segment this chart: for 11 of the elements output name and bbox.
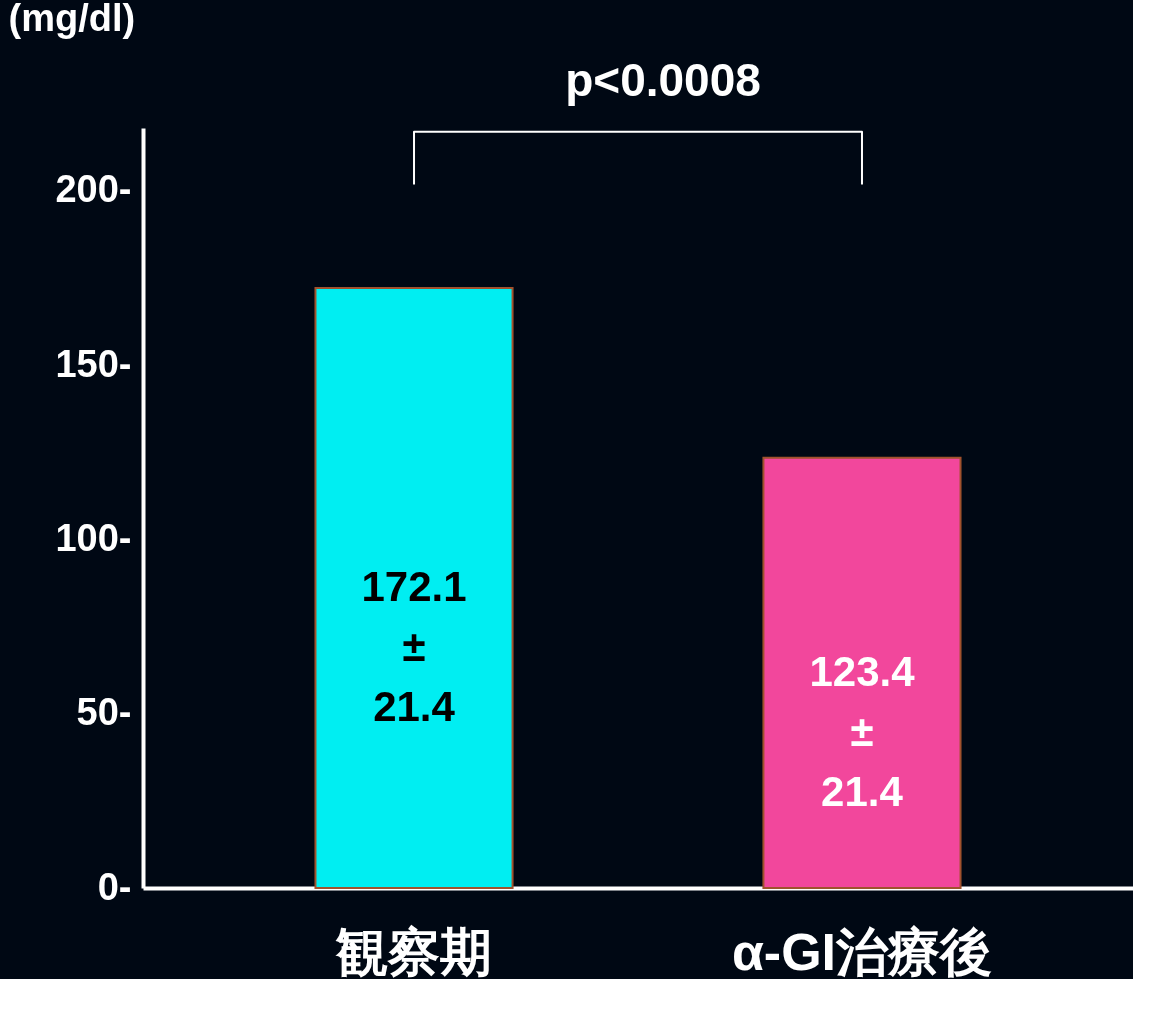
y-tick-label: 200- xyxy=(55,168,132,211)
data-label: 172.1 ± 21.4 xyxy=(361,563,467,731)
y-tick-label: 150- xyxy=(55,342,132,385)
y-tick-label: 100- xyxy=(55,516,132,559)
y-tick-label: 0- xyxy=(97,865,132,908)
text: p<0.0008 xyxy=(565,54,761,106)
y-axis-title: (mg/dl) xyxy=(8,0,136,39)
data-label: 123.4 ± 21.4 xyxy=(809,647,916,815)
x-tick-label: α-GI治療後 xyxy=(731,922,993,981)
x-tick-label: 観察期 xyxy=(335,922,493,981)
y-tick-label: 50- xyxy=(76,691,132,734)
